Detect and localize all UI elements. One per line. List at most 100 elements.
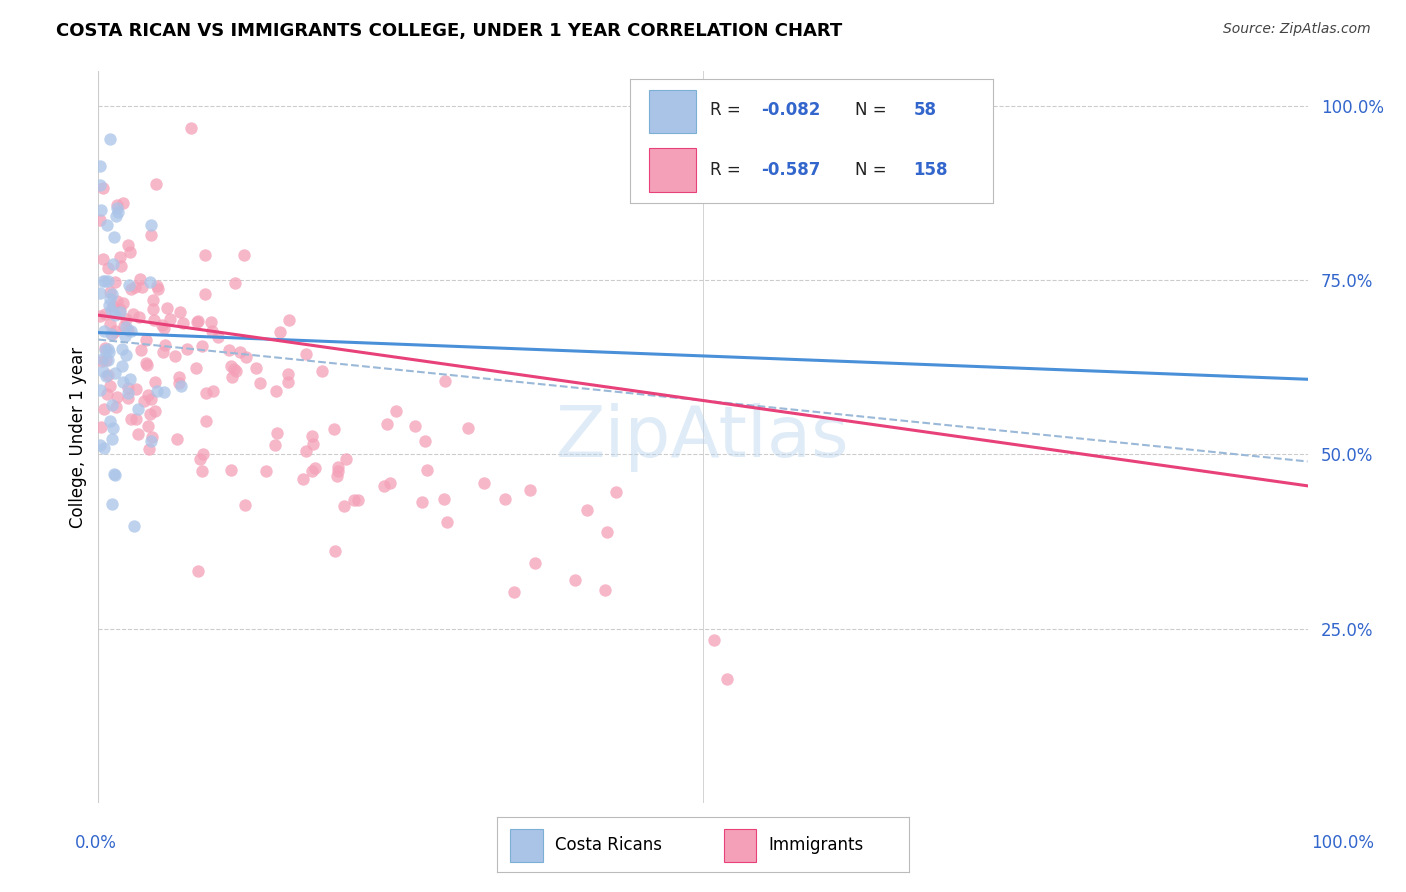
Point	[225, 364, 247, 378]
Point	[101, 420, 124, 434]
Point	[89, 438, 111, 452]
Point	[380, 475, 402, 490]
Point	[91, 354, 114, 368]
Point	[326, 460, 349, 475]
Y-axis label: College, Under 1 year: College, Under 1 year	[69, 346, 87, 528]
Point	[104, 276, 127, 290]
Point	[91, 364, 114, 378]
Point	[457, 421, 479, 435]
Point	[139, 218, 162, 232]
Point	[494, 492, 516, 507]
Point	[278, 313, 301, 327]
Point	[172, 316, 194, 330]
Point	[413, 434, 436, 448]
Point	[129, 343, 152, 357]
Point	[90, 351, 112, 366]
Point	[105, 294, 128, 309]
Point	[224, 277, 246, 291]
Point	[98, 285, 121, 299]
Point	[127, 401, 149, 416]
Point	[141, 430, 163, 444]
Point	[165, 350, 187, 364]
Point	[97, 353, 120, 368]
Point	[125, 382, 148, 396]
Point	[94, 352, 117, 367]
Point	[94, 343, 117, 357]
Point	[100, 327, 122, 342]
Point	[89, 159, 111, 173]
Point	[519, 483, 541, 498]
Point	[277, 368, 299, 382]
Point	[169, 369, 191, 384]
Point	[411, 495, 433, 509]
Point	[122, 518, 145, 533]
Point	[100, 302, 122, 317]
Point	[195, 386, 218, 401]
Point	[98, 317, 121, 331]
Point	[98, 414, 121, 428]
Point	[194, 414, 217, 428]
Point	[105, 201, 128, 215]
Point	[703, 633, 725, 648]
Point	[343, 492, 366, 507]
Point	[295, 444, 318, 458]
Point	[139, 275, 162, 289]
Point	[120, 372, 142, 386]
Point	[224, 361, 246, 376]
Point	[385, 404, 408, 418]
Point	[117, 386, 139, 401]
Point	[110, 305, 132, 319]
Point	[302, 437, 325, 451]
Point	[152, 344, 174, 359]
Point	[101, 326, 124, 341]
Point	[145, 278, 167, 293]
Point	[120, 244, 142, 259]
Point	[155, 301, 177, 315]
Point	[125, 412, 148, 426]
Point	[98, 292, 121, 306]
Point	[135, 355, 157, 369]
Point	[145, 384, 167, 398]
Point	[139, 392, 162, 407]
Point	[593, 583, 616, 598]
Point	[145, 177, 167, 191]
Point	[112, 295, 135, 310]
Point	[219, 359, 242, 373]
Point	[97, 344, 120, 359]
Point	[159, 312, 181, 326]
Point	[254, 464, 277, 478]
Point	[89, 178, 111, 193]
Point	[233, 498, 256, 512]
Point	[219, 463, 242, 477]
Point	[139, 227, 162, 242]
Point	[103, 230, 125, 244]
Point	[323, 544, 346, 558]
Point	[153, 321, 176, 335]
Text: 0.0%: 0.0%	[75, 834, 117, 852]
Point	[301, 464, 323, 478]
Point	[103, 468, 125, 483]
Point	[93, 324, 115, 338]
Point	[328, 464, 350, 478]
Point	[200, 315, 222, 329]
Point	[167, 376, 190, 390]
Point	[193, 447, 215, 461]
Point	[229, 345, 252, 359]
Point	[373, 479, 395, 493]
Point	[143, 376, 166, 390]
Point	[93, 252, 115, 267]
Point	[96, 218, 118, 232]
Point	[120, 412, 142, 426]
Point	[201, 324, 224, 338]
Point	[97, 298, 120, 312]
Point	[166, 432, 188, 446]
Point	[304, 460, 326, 475]
Point	[89, 383, 111, 397]
Point	[94, 368, 117, 383]
Point	[434, 374, 457, 388]
Point	[138, 442, 160, 457]
Point	[127, 427, 149, 442]
Point	[104, 367, 127, 381]
Text: Source: ZipAtlas.com: Source: ZipAtlas.com	[1223, 22, 1371, 37]
Point	[93, 274, 115, 288]
